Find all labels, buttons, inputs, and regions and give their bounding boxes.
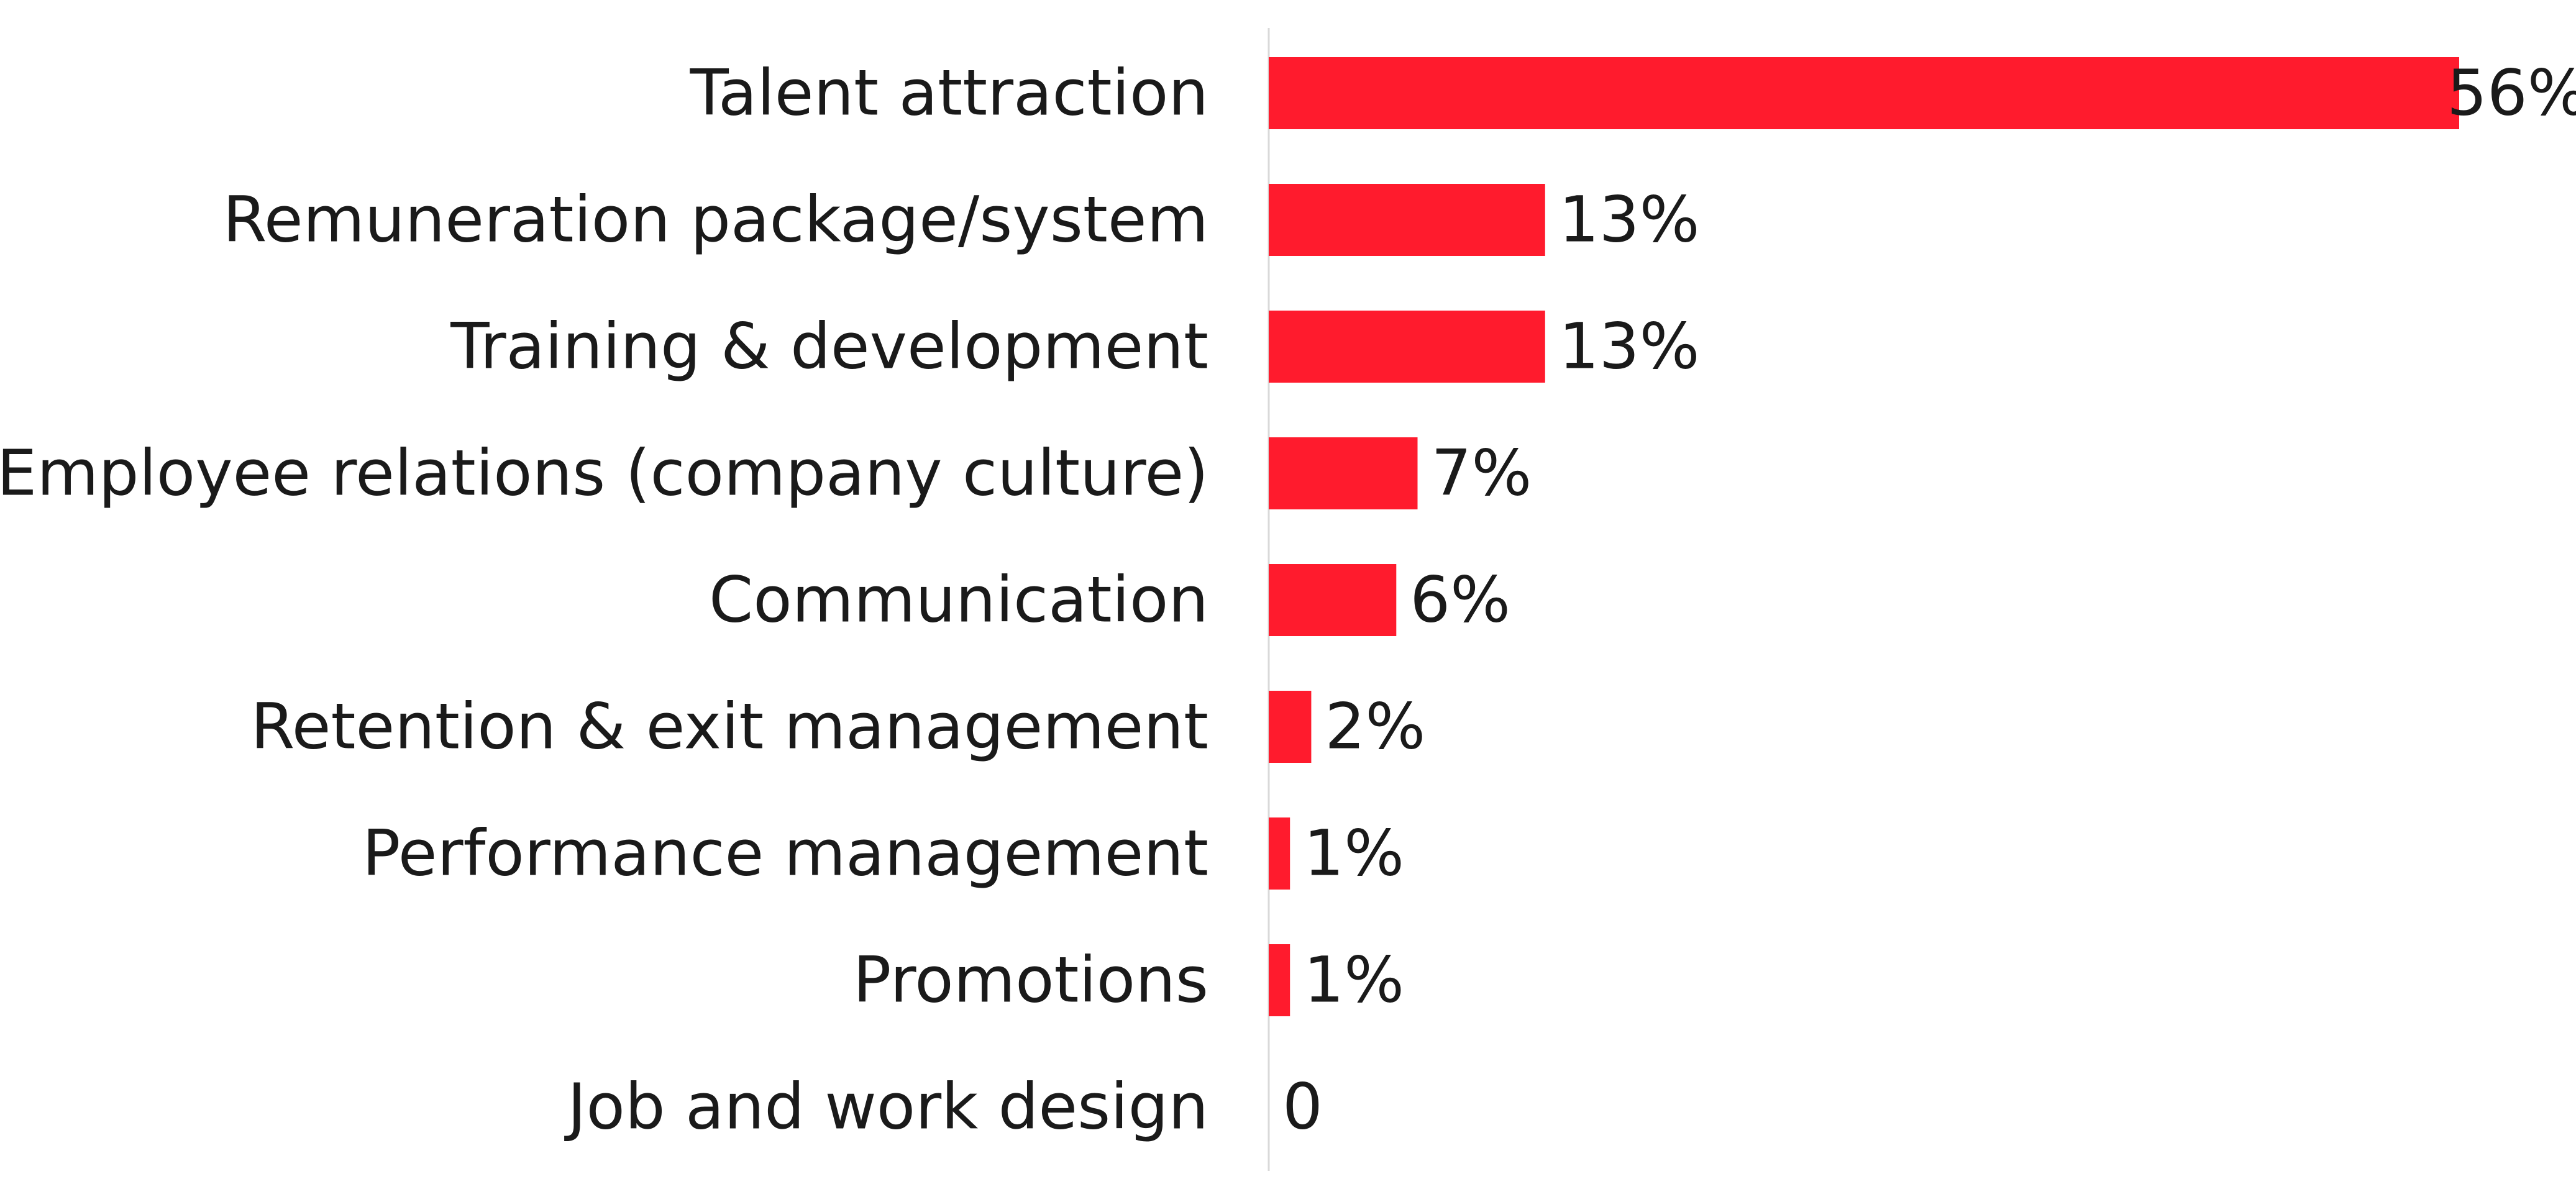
category-label: Talent attraction bbox=[690, 57, 1208, 130]
category-label: Promotions bbox=[853, 944, 1208, 1018]
data-label: 0 bbox=[1282, 1070, 1323, 1144]
category-label: Employee relations (company culture) bbox=[0, 437, 1208, 511]
bar bbox=[1269, 817, 1290, 890]
data-label: 13% bbox=[1559, 183, 1700, 257]
data-label: 7% bbox=[1432, 437, 1532, 511]
bar bbox=[1269, 564, 1397, 636]
category-label: Performance management bbox=[362, 817, 1208, 891]
category-labels: Talent attraction Remuneration package/sy… bbox=[0, 57, 1208, 1144]
data-labels: 56% 13% 13% 7% 6% 2% 1% 1% 0 bbox=[1282, 57, 2576, 1144]
data-label: 1% bbox=[1304, 944, 1404, 1018]
data-label: 2% bbox=[1325, 690, 1425, 764]
bar bbox=[1269, 57, 2459, 129]
bar bbox=[1269, 437, 1418, 509]
bars bbox=[1269, 57, 2459, 1016]
category-label: Training & development bbox=[450, 310, 1208, 384]
category-label: Retention & exit management bbox=[250, 690, 1208, 764]
bar bbox=[1269, 691, 1312, 763]
data-label: 6% bbox=[1410, 563, 1510, 637]
data-label: 56% bbox=[2447, 57, 2576, 130]
bar bbox=[1269, 311, 1545, 383]
category-label: Communication bbox=[709, 563, 1208, 637]
bar bbox=[1269, 944, 1290, 1016]
bar bbox=[1269, 184, 1545, 256]
category-label: Remuneration package/system bbox=[223, 183, 1208, 257]
data-label: 1% bbox=[1304, 817, 1404, 891]
category-label: Job and work design bbox=[564, 1070, 1208, 1144]
data-label: 13% bbox=[1559, 310, 1700, 384]
